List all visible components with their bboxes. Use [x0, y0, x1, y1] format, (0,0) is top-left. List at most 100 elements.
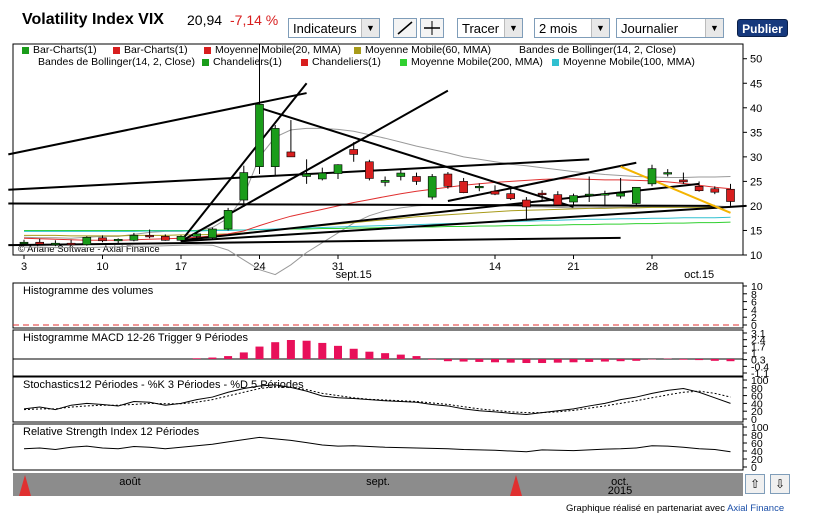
macd-bar	[349, 348, 358, 359]
macd-bar	[491, 359, 499, 363]
trendline	[447, 161, 637, 203]
x-tick-label: 14	[489, 261, 501, 273]
candle-body	[443, 173, 453, 187]
draw-dropdown[interactable]: Tracer ▼	[457, 18, 523, 38]
legend-swatch	[552, 58, 559, 66]
indicators-label: Indicateurs	[293, 21, 357, 36]
macd-bar	[381, 353, 390, 359]
macd-bar	[679, 359, 688, 360]
x-tick-label: 17	[175, 261, 187, 273]
rsi-line	[23, 436, 731, 453]
legend-swatch	[204, 46, 211, 54]
macd-bar	[553, 359, 562, 363]
draw-hline-tool-button[interactable]	[420, 18, 444, 38]
legend-label: Moyenne Mobile(60, MMA)	[365, 44, 492, 56]
macd-panel-title: Histogramme MACD 12-26 Trigger 9 Période…	[23, 332, 248, 344]
publish-button[interactable]: Publier	[737, 19, 788, 37]
macd-bar	[616, 359, 625, 362]
candle-body	[129, 235, 139, 241]
legend-item: Bar-Charts(1)	[113, 44, 188, 56]
x-tick-label: 28	[646, 261, 658, 273]
macd-bar	[726, 359, 735, 362]
candle-body	[490, 190, 500, 195]
macd-bar	[459, 359, 468, 362]
candle-body	[223, 210, 233, 230]
rsi-panel-frame	[12, 423, 744, 471]
candle-body	[553, 194, 563, 206]
interval-select[interactable]: Journalier ▼	[616, 18, 724, 38]
macd-bar	[475, 359, 484, 362]
candle-body	[694, 186, 704, 192]
candle-body	[726, 188, 735, 202]
stoch-panel-title: Stochastics12 Périodes - %K 3 Périodes -…	[23, 379, 304, 391]
macd-bar	[412, 356, 421, 359]
legend-swatch	[301, 58, 308, 66]
stoch-panel-y-tick-label: 60	[751, 391, 763, 403]
chevron-down-icon: ▼	[591, 19, 609, 37]
ma20-line	[23, 178, 731, 241]
candle-body	[66, 242, 76, 246]
macd-bar	[396, 354, 405, 359]
macd-panel-y-tick-label: 0.3	[751, 355, 766, 367]
x-tick-label: 31	[332, 261, 344, 273]
macd-bar	[695, 359, 704, 361]
macd-bar	[224, 356, 233, 359]
axial-finance-link[interactable]: Axial Finance	[727, 503, 785, 514]
candle-body	[333, 164, 343, 174]
macd-bar	[334, 345, 342, 359]
ma200-line	[24, 221, 731, 231]
scroll-down-button[interactable]: ⇩	[770, 474, 790, 494]
macd-bar	[192, 358, 201, 359]
legend-item: Moyenne Mobile(200, MMA)	[400, 56, 543, 68]
legend-item: Moyenne Mobile(60, MMA)	[354, 44, 491, 56]
navigator-month-label: sept.	[366, 476, 390, 488]
y-tick-label: 25	[750, 176, 762, 188]
draw-line-tool-button[interactable]	[393, 18, 417, 38]
ma100-line	[24, 216, 731, 232]
footer-credit: Graphique réalisé en partenariat avec Ax…	[566, 503, 784, 514]
trendline	[8, 92, 307, 156]
legend-swatch	[354, 46, 361, 54]
main-plot-frame	[12, 43, 744, 256]
macd-bar	[632, 359, 641, 361]
volume-panel-y-tick-label: 4	[751, 304, 757, 316]
candle-body	[569, 195, 578, 203]
scroll-up-button[interactable]: ⇧	[745, 474, 765, 494]
price-change: -7,14 %	[230, 12, 279, 28]
candle-body	[631, 186, 641, 204]
legend-label: Bar-Charts(1)	[33, 44, 97, 56]
candle-body	[176, 236, 186, 241]
stoch-panel-y-tick-label: 0	[751, 414, 757, 426]
y-tick-label: 40	[750, 103, 762, 115]
candle-body	[365, 161, 374, 179]
chevron-down-icon: ▼	[705, 19, 723, 37]
macd-bar	[506, 359, 515, 363]
trendline	[180, 204, 747, 243]
legend-swatch	[113, 46, 120, 54]
trendline	[8, 158, 590, 191]
y-tick-label: 45	[750, 78, 762, 90]
candle-body	[317, 172, 327, 180]
macd-panel-y-tick-label: 2.4	[751, 335, 766, 347]
x-tick-label: 10	[96, 261, 108, 273]
legend-label: Moyenne Mobile(100, MMA)	[563, 56, 695, 68]
indicators-dropdown[interactable]: Indicateurs ▼	[288, 18, 380, 38]
candle-body	[302, 173, 311, 177]
legend-label: Moyenne Mobile(200, MMA)	[411, 56, 543, 68]
trendline	[259, 106, 574, 208]
navigator-month-label: août	[119, 476, 140, 488]
watermark: © Ariane Software - Axial Finance	[18, 244, 160, 255]
candle-body	[113, 238, 123, 242]
legend-label: Chandeliers(1)	[312, 56, 381, 68]
period-select[interactable]: 2 mois ▼	[534, 18, 610, 38]
macd-bar	[538, 359, 547, 364]
stoch-panel-y-tick-label: 20	[751, 406, 763, 418]
time-navigator	[13, 473, 743, 496]
navigator-right-handle	[510, 475, 522, 496]
candle-body	[506, 193, 516, 199]
navigator-left-handle	[19, 475, 31, 496]
candle-body	[616, 192, 625, 197]
macd-panel-y-tick-label: -0.4	[751, 361, 769, 373]
volume-panel-y-tick-label: 6	[751, 297, 757, 309]
